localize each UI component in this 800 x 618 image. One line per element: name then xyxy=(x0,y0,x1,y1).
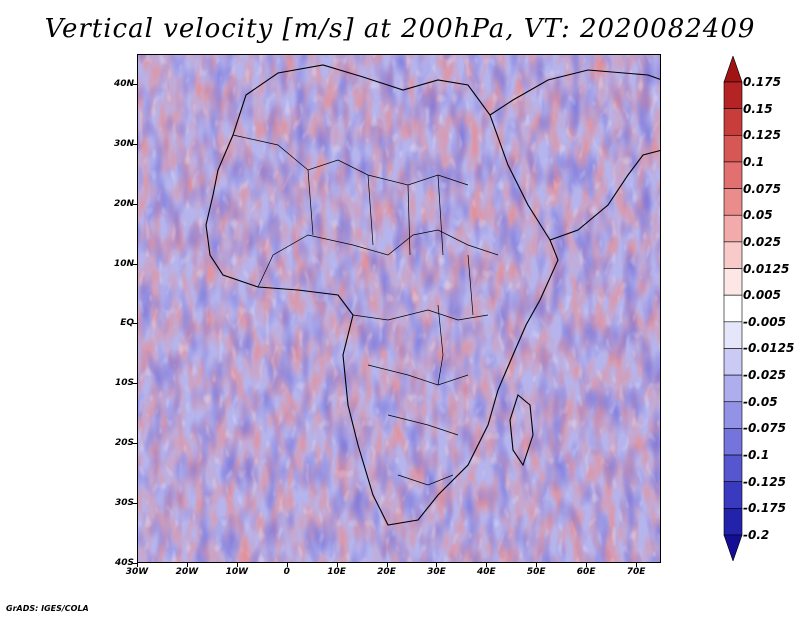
colorbar-swatch xyxy=(723,134,743,163)
lon-tick xyxy=(137,563,138,567)
footer-credit: GrADS: IGES/COLA xyxy=(6,604,89,613)
colorbar-swatch xyxy=(723,56,743,83)
lon-tick-label: 40E xyxy=(476,567,496,577)
fine-structure xyxy=(138,55,660,562)
lat-tick xyxy=(133,383,137,385)
colorbar-swatch xyxy=(723,454,743,483)
lon-tick xyxy=(436,563,438,567)
colorbar-tick-label: 0.125 xyxy=(743,128,781,143)
lon-tick xyxy=(636,563,638,567)
lon-tick xyxy=(486,563,488,567)
lon-tick-label: 10E xyxy=(327,567,346,577)
colorbar-tick-label: -0.125 xyxy=(743,474,786,489)
colorbar-tick-label: -0.005 xyxy=(743,314,786,329)
colorbar-tick-label: -0.0125 xyxy=(743,341,795,356)
colorbar-tick-label: 0.025 xyxy=(743,234,781,249)
country-borders xyxy=(232,134,499,486)
colorbar-tick-label: -0.175 xyxy=(743,501,786,516)
lat-tick xyxy=(133,203,137,205)
colorbar xyxy=(723,56,743,561)
lat-tick xyxy=(133,503,137,505)
colorbar-swatch xyxy=(723,534,743,561)
lon-tick xyxy=(586,563,588,567)
colorbar-tick-label: -0.025 xyxy=(743,368,786,383)
colorbar-swatch xyxy=(723,348,743,376)
lon-tick-label: 60E xyxy=(576,567,596,577)
colorbar-tick-label: 0.175 xyxy=(743,75,781,89)
colorbar-tick-label: -0.05 xyxy=(743,394,778,409)
colorbar-swatch xyxy=(723,508,743,536)
colorbar-swatch xyxy=(723,161,743,189)
lat-tick xyxy=(133,263,137,265)
colorbar-tick-label: 0.05 xyxy=(743,208,773,223)
lat-tick-label: 30N xyxy=(113,138,134,149)
lat-tick xyxy=(133,443,137,445)
lat-tick xyxy=(133,323,137,325)
map-panel xyxy=(137,54,661,563)
colorbar-swatch xyxy=(723,428,743,456)
colorbar-tick-label: 0.075 xyxy=(743,181,781,196)
lat-tick-label: 40S xyxy=(114,558,134,568)
colorbar-tick-label: 0.1 xyxy=(743,154,765,169)
lon-tick-label: 50E xyxy=(526,567,546,577)
colorbar-tick-label: -0.1 xyxy=(743,448,770,463)
lon-tick-label: 0 xyxy=(283,567,290,577)
lon-tick-label: 30W xyxy=(125,567,149,577)
colorbar-swatch xyxy=(723,294,743,323)
colorbar-swatch xyxy=(723,214,743,243)
lat-tick-label: 30S xyxy=(114,498,134,509)
lon-tick xyxy=(386,563,388,567)
lon-tick xyxy=(336,563,338,567)
lon-tick xyxy=(236,563,238,567)
velocity-field-map xyxy=(138,55,660,562)
colorbar-tick-label: -0.075 xyxy=(743,421,786,436)
colorbar-tick-label: 0.005 xyxy=(743,288,781,303)
lon-tick-label: 70E xyxy=(626,567,646,577)
chart-title: Vertical velocity [m/s] at 200hPa, VT: 2… xyxy=(44,14,756,44)
lon-tick xyxy=(186,563,188,567)
colorbar-swatch xyxy=(723,188,743,216)
lat-tick-label: EQ xyxy=(120,318,134,329)
lat-tick-label: 10S xyxy=(114,378,134,389)
lon-tick xyxy=(286,563,288,567)
lat-tick xyxy=(133,143,137,145)
colorbar-tick-label: 0.15 xyxy=(743,101,773,116)
lon-tick xyxy=(536,563,538,567)
colorbar-tick-label: 0.0125 xyxy=(743,261,790,276)
lon-tick-label: 30E xyxy=(427,567,446,577)
colorbar-swatch xyxy=(723,81,743,109)
colorbar-swatch xyxy=(723,401,743,429)
lat-tick-label: 40N xyxy=(113,78,134,89)
colorbar-tick-label: -0.2 xyxy=(743,528,770,542)
lat-tick xyxy=(133,83,137,85)
colorbar-swatch xyxy=(723,241,743,269)
lat-tick-label: 20S xyxy=(114,438,134,449)
colorbar-swatch xyxy=(723,321,743,349)
lon-tick-label: 20W xyxy=(175,567,199,577)
lat-tick xyxy=(133,563,137,564)
coastlines xyxy=(205,64,660,526)
lon-tick-label: 10W xyxy=(225,567,249,577)
colorbar-swatch xyxy=(723,268,743,296)
lat-tick-label: 20N xyxy=(113,198,134,209)
lat-tick-label: 10N xyxy=(113,258,134,269)
lon-tick-label: 20E xyxy=(377,567,396,577)
colorbar-swatch xyxy=(723,481,743,509)
colorbar-swatch xyxy=(723,108,743,136)
colorbar-swatch xyxy=(723,374,743,403)
